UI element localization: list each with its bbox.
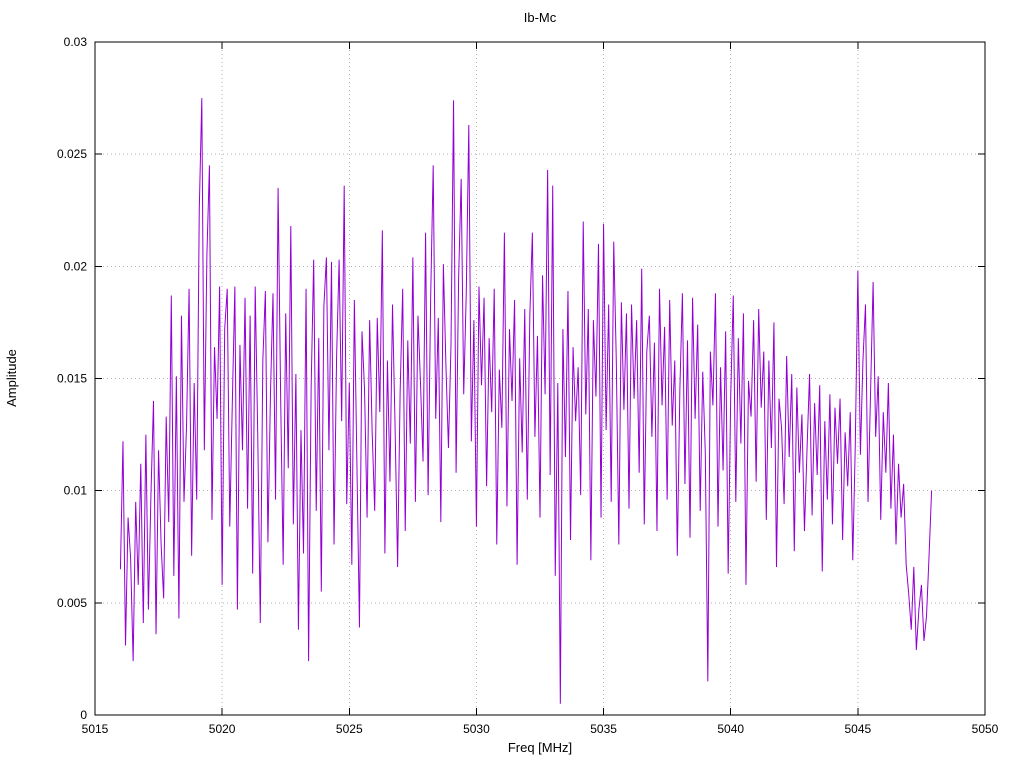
- y-tick-label: 0.02: [64, 259, 88, 273]
- x-tick-label: 5045: [845, 722, 872, 736]
- spectrum-line: [119, 98, 933, 704]
- y-tick-label: 0.025: [57, 147, 87, 161]
- y-axis-label: Amplitude: [4, 349, 19, 407]
- x-tick-label: 5015: [82, 722, 109, 736]
- tick-marks: [94, 41, 986, 716]
- x-tick-label: 5035: [590, 722, 617, 736]
- y-tick-label: 0.03: [64, 35, 88, 49]
- x-axis-label: Freq [MHz]: [508, 740, 572, 755]
- tick-labels: 5015 5020 5025 5030 5035 5040 5045 5050 0 0.005 0.…: [57, 35, 999, 736]
- y-tick-label: 0.005: [57, 596, 87, 610]
- chart-title: Ib-Mc: [524, 10, 557, 25]
- y-tick-label: 0.01: [64, 484, 88, 498]
- series-group: [119, 98, 933, 704]
- x-tick-label: 5050: [972, 722, 999, 736]
- y-tick-label: 0: [80, 708, 87, 722]
- y-tick-label: 0.015: [57, 372, 87, 386]
- x-tick-label: 5025: [336, 722, 363, 736]
- x-tick-label: 5020: [209, 722, 236, 736]
- x-tick-label: 5040: [717, 722, 744, 736]
- x-tick-label: 5030: [463, 722, 490, 736]
